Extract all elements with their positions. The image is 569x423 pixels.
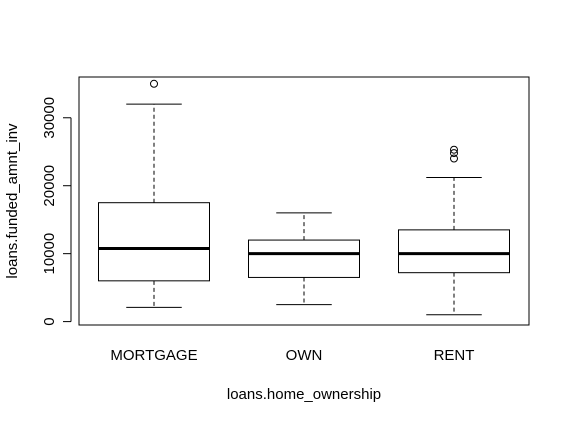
iqr-box bbox=[398, 229, 510, 274]
x-axis: MORTGAGE OWN RENT bbox=[110, 347, 474, 364]
y-tick-label: 30000 bbox=[41, 97, 58, 139]
y-tick-label: 10000 bbox=[41, 233, 58, 275]
y-tick-label: 0 bbox=[41, 317, 58, 325]
plot-frame bbox=[78, 76, 530, 326]
y-axis: 0 10000 20000 30000 bbox=[41, 97, 72, 326]
x-axis-title: loans.home_ownership bbox=[227, 386, 381, 403]
box-rent bbox=[398, 145, 510, 316]
y-tick-label: 20000 bbox=[41, 165, 58, 207]
box-own bbox=[248, 212, 360, 306]
boxes-group bbox=[98, 79, 510, 316]
outlier-point bbox=[450, 145, 458, 154]
y-axis-title: loans.funded_amnt_inv bbox=[4, 123, 21, 279]
x-tick-label: RENT bbox=[434, 347, 475, 364]
outlier-point bbox=[150, 79, 158, 88]
x-tick-label: MORTGAGE bbox=[110, 347, 197, 364]
iqr-box bbox=[248, 239, 360, 278]
outlier-point bbox=[450, 149, 458, 158]
iqr-box bbox=[98, 202, 210, 282]
outlier-point bbox=[450, 154, 458, 163]
x-tick-label: OWN bbox=[286, 347, 323, 364]
box-mortgage bbox=[98, 79, 210, 308]
